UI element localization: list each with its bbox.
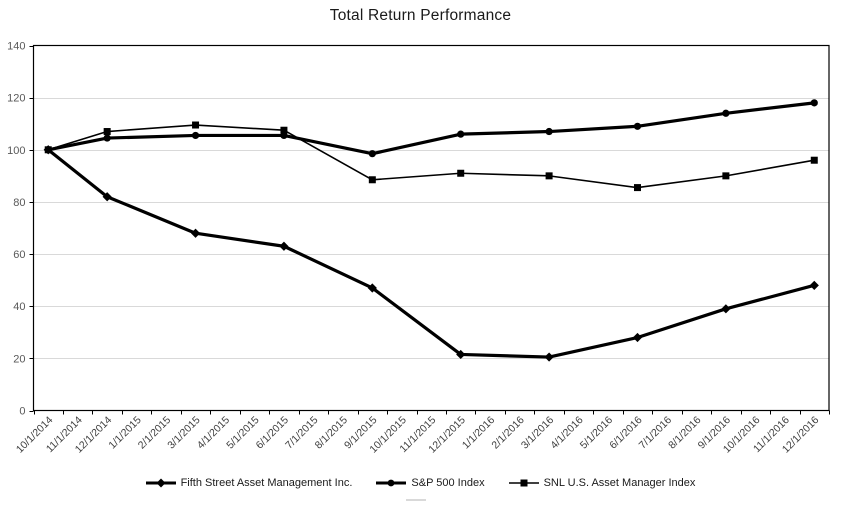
legend-item-snl-index: SNL U.S. Asset Manager Index — [508, 477, 696, 489]
svg-text:40: 40 — [13, 301, 25, 313]
axis-ticks — [29, 46, 830, 415]
plot-border — [32, 44, 830, 412]
svg-text:0: 0 — [19, 406, 25, 418]
svg-text:120: 120 — [7, 93, 25, 105]
svg-text:100: 100 — [7, 145, 25, 157]
svg-text:140: 140 — [7, 41, 25, 53]
svg-text:80: 80 — [13, 197, 25, 209]
series-square — [44, 121, 818, 192]
chart-title: Total Return Performance — [329, 7, 512, 24]
gridlines — [33, 98, 829, 359]
svg-text:20: 20 — [13, 353, 25, 365]
series-diamond — [43, 145, 819, 362]
line-square-marker-icon — [508, 479, 539, 487]
legend-label: SNL U.S. Asset Manager Index — [543, 477, 696, 489]
y-axis-labels: 0 20 40 60 80 100 120 140 — [7, 41, 25, 418]
legend-label: S&P 500 Index — [411, 477, 485, 489]
chart-legend: Fifth Street Asset Management Inc. S&P 5… — [0, 477, 841, 489]
x-axis-labels: 10/1/201411/1/201412/1/20141/1/20152/1/2… — [14, 414, 822, 456]
ui-artifact-dash — [406, 499, 426, 501]
legend-item-sp500: S&P 500 Index — [376, 477, 485, 489]
line-circle-marker-icon — [376, 479, 407, 487]
svg-text:60: 60 — [13, 249, 25, 261]
legend-item-fifth-street: Fifth Street Asset Management Inc. — [145, 477, 353, 489]
legend-label: Fifth Street Asset Management Inc. — [180, 477, 353, 489]
line-diamond-marker-icon — [145, 478, 176, 488]
